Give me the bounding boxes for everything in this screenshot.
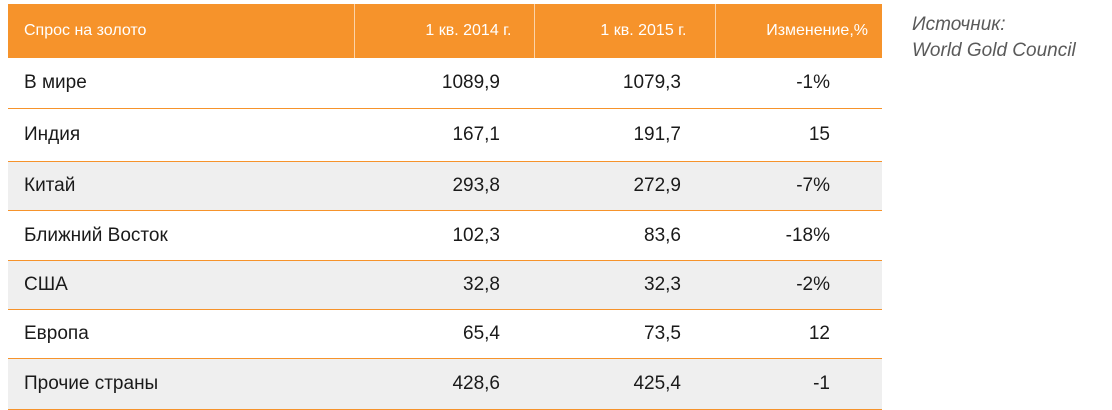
row-name: Ближний Восток [24, 224, 168, 246]
cell-q1-2015: 1079,3 [622, 72, 681, 93]
row-name: Индия [24, 124, 81, 145]
cell-q1-2014: 1089,9 [441, 72, 500, 93]
row-name: В мире [24, 72, 87, 93]
table-row: США 32,8 32,3 -2% [8, 260, 882, 310]
table-row: Индия 167,1 191,7 15 [8, 109, 882, 162]
cell-change: 12 [808, 323, 830, 344]
cell-q1-2014: 65,4 [463, 323, 500, 344]
cell-q1-2015: 272,9 [534, 161, 715, 211]
cell-q1-2015: 83,6 [644, 224, 681, 246]
column-header-demand: Спрос на золото [8, 4, 354, 58]
table-row: Прочие страны 428,6 425,4 -1 [8, 358, 882, 410]
cell-change: -1% [796, 72, 830, 93]
table-row: В мире 1089,9 1079,3 -1% [8, 58, 882, 109]
row-name: Прочие страны [8, 358, 354, 410]
gold-demand-table: Спрос на золото 1 кв. 2014 г. 1 кв. 2015… [8, 4, 882, 410]
source-name: World Gold Council [912, 40, 1076, 61]
row-name: Европа [24, 323, 89, 344]
cell-change: -7% [715, 161, 882, 211]
row-name: Китай [8, 161, 354, 211]
cell-change: 15 [808, 124, 830, 145]
cell-q1-2015: 425,4 [534, 358, 715, 410]
column-header-change: Изменение,% [714, 4, 882, 58]
cell-q1-2015: 191,7 [633, 124, 681, 145]
cell-change: -18% [785, 224, 830, 246]
column-header-q1-2014: 1 кв. 2014 г. [353, 4, 534, 58]
cell-q1-2014: 293,8 [354, 161, 534, 211]
table-row: Ближний Восток 102,3 83,6 -18% [8, 211, 882, 261]
cell-q1-2014: 167,1 [452, 124, 500, 145]
data-table: Спрос на золото 1 кв. 2014 г. 1 кв. 2015… [8, 4, 882, 410]
cell-q1-2015: 32,3 [534, 260, 715, 310]
source-note: Источник: World Gold Council [912, 12, 1112, 64]
cell-q1-2015: 73,5 [644, 323, 681, 344]
table-row: Китай 293,8 272,9 -7% [8, 161, 882, 211]
table-row: Европа 65,4 73,5 12 [8, 310, 882, 359]
cell-q1-2014: 32,8 [354, 260, 534, 310]
row-name: США [8, 260, 354, 310]
cell-change: -2% [715, 260, 882, 310]
cell-q1-2014: 102,3 [452, 224, 500, 246]
cell-q1-2014: 428,6 [354, 358, 534, 410]
source-label: Источник: [912, 14, 1006, 35]
column-header-q1-2015: 1 кв. 2015 г. [533, 4, 715, 58]
cell-change: -1 [715, 358, 882, 410]
header-row: Спрос на золото 1 кв. 2014 г. 1 кв. 2015… [8, 4, 882, 58]
